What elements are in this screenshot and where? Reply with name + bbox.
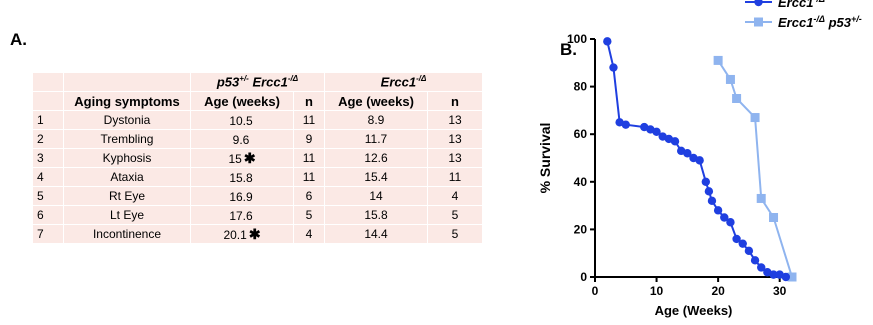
y-tick-label: 20 xyxy=(574,222,588,236)
y-axis-label: % Survival xyxy=(537,123,553,194)
y-tick-label: 0 xyxy=(580,270,587,284)
data-point xyxy=(750,113,760,123)
data-point xyxy=(609,63,618,72)
significance-star: ✱ xyxy=(248,225,261,242)
n-ercc1-cell: 4 xyxy=(427,186,483,206)
data-point xyxy=(603,37,612,46)
age-p53-ercc1-cell: 10.5 xyxy=(190,110,294,130)
age-ercc1-cell: 15.4 xyxy=(324,167,428,187)
table-row: 7 Incontinence 20.1 ✱ 4 14.4 5 xyxy=(32,224,483,244)
data-point xyxy=(670,137,680,146)
column-header-n-2: n xyxy=(427,91,483,111)
data-point xyxy=(621,120,630,129)
x-tick-label: 30 xyxy=(773,284,787,298)
n-p53-ercc1-cell: 11 xyxy=(293,148,325,168)
n-ercc1-cell: 13 xyxy=(427,110,483,130)
age-p53-ercc1-cell: 15.8 xyxy=(190,167,294,187)
data-point xyxy=(695,156,704,165)
symptom-cell: Incontinence xyxy=(63,224,191,244)
x-tick-label: 10 xyxy=(650,284,664,298)
group-header-p53-ercc1: p53+/- Ercc1-/Δ xyxy=(190,72,325,92)
data-point xyxy=(744,246,754,256)
group-header-ercc1: Ercc1-/Δ xyxy=(324,72,483,92)
age-p53-ercc1-cell: 15 ✱ xyxy=(190,148,294,168)
age-p53-ercc1-cell: 17.6 xyxy=(190,205,294,225)
n-ercc1-cell: 13 xyxy=(427,148,483,168)
n-p53-ercc1-cell: 4 xyxy=(293,224,325,244)
data-point xyxy=(787,272,797,282)
data-point xyxy=(726,218,735,227)
y-tick-label: 40 xyxy=(574,175,588,189)
x-tick-label: 0 xyxy=(592,284,599,298)
data-point xyxy=(683,149,692,158)
data-point xyxy=(769,213,779,222)
aging-symptoms-table: p53+/- Ercc1-/Δ Ercc1-/Δ Aging symptoms … xyxy=(32,72,483,244)
table-row: 3 Kyphosis 15 ✱ 11 12.6 13 xyxy=(32,148,483,168)
data-point xyxy=(720,213,729,222)
n-p53-ercc1-cell: 5 xyxy=(293,205,325,225)
column-header-age-weeks-2: Age (weeks) xyxy=(324,91,428,111)
symptom-cell: Dystonia xyxy=(63,110,191,130)
data-point xyxy=(713,206,723,215)
significance-star: ✱ xyxy=(243,149,256,166)
age-p53-ercc1-cell: 16.9 xyxy=(190,186,294,206)
n-ercc1-cell: 11 xyxy=(427,167,483,187)
data-point xyxy=(732,94,742,103)
symptom-cell: Lt Eye xyxy=(63,205,191,225)
table-empty-header-cell xyxy=(63,72,191,92)
symptom-cell: Trembling xyxy=(63,129,191,149)
n-p53-ercc1-cell: 11 xyxy=(293,110,325,130)
data-point xyxy=(750,256,760,265)
age-ercc1-cell: 15.8 xyxy=(324,205,428,225)
table-row: 6 Lt Eye 17.6 5 15.8 5 xyxy=(32,205,483,225)
column-header-age-weeks: Age (weeks) xyxy=(190,91,294,111)
data-point xyxy=(757,263,766,272)
data-point xyxy=(704,187,714,196)
data-point xyxy=(725,74,735,84)
data-point xyxy=(738,239,747,248)
n-ercc1-cell: 13 xyxy=(427,129,483,149)
data-point xyxy=(781,272,791,282)
table-body: 1 Dystonia 10.5 11 8.9 13 2 Trembling 9.6 9 11.7 13… xyxy=(32,110,483,244)
x-axis-label: Age (Weeks) xyxy=(655,303,733,318)
y-tick-label: 100 xyxy=(567,32,587,46)
legend-marker xyxy=(754,17,763,27)
row-index: 6 xyxy=(32,205,64,225)
age-p53-ercc1-cell: 20.1 ✱ xyxy=(190,224,294,244)
row-index: 3 xyxy=(32,148,64,168)
data-point xyxy=(701,177,711,186)
age-ercc1-cell: 14.4 xyxy=(324,224,428,244)
legend-label-0: Ercc1-/Δ xyxy=(778,0,825,10)
y-tick-label: 60 xyxy=(574,127,588,141)
data-point xyxy=(652,127,661,137)
legend-label-1: Ercc1-/Δ p53+/- xyxy=(778,14,862,30)
data-point xyxy=(732,234,741,244)
y-tick-label: 80 xyxy=(574,80,588,94)
n-ercc1-cell: 5 xyxy=(427,224,483,244)
x-tick-label: 20 xyxy=(711,284,725,298)
data-point xyxy=(713,55,723,65)
table-group-header-row: p53+/- Ercc1-/Δ Ercc1-/Δ xyxy=(32,72,483,92)
table-row: 1 Dystonia 10.5 11 8.9 13 xyxy=(32,110,483,130)
table-column-header-row: Aging symptoms Age (weeks) n Age (weeks)… xyxy=(32,91,483,111)
table-row: 4 Ataxia 15.8 11 15.4 11 xyxy=(32,167,483,187)
column-header-aging-symptoms: Aging symptoms xyxy=(63,91,191,111)
row-index: 5 xyxy=(32,186,64,206)
series-line-1 xyxy=(717,59,793,278)
legend-marker xyxy=(754,0,763,7)
data-point xyxy=(756,193,766,203)
data-point xyxy=(707,196,717,206)
panel-b-label: B. xyxy=(560,40,577,59)
panel-a-label: A. xyxy=(10,30,27,49)
data-point xyxy=(769,270,778,279)
age-ercc1-cell: 12.6 xyxy=(324,148,428,168)
